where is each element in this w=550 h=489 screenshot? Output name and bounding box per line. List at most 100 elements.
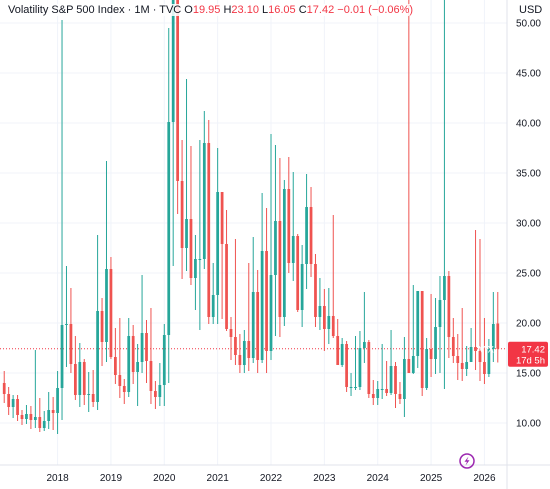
candle bbox=[65, 266, 68, 367]
candle-body bbox=[491, 324, 495, 349]
candle-body bbox=[349, 387, 353, 388]
grid-lines bbox=[0, 0, 507, 465]
candle-body bbox=[211, 295, 215, 317]
candle bbox=[411, 285, 415, 374]
candle bbox=[363, 292, 366, 363]
candle-body bbox=[340, 344, 344, 365]
time-axis[interactable]: 2018 2019 2020 2021 2022 2023 2024 2025 2026 bbox=[46, 473, 496, 484]
price-tick-label: 15.00 bbox=[516, 369, 541, 380]
candle bbox=[318, 278, 322, 330]
candle-body bbox=[456, 356, 460, 363]
candle-body bbox=[403, 359, 406, 399]
candle bbox=[394, 362, 397, 408]
symbol-title[interactable]: Volatility S&P 500 Index · 1M · TVC bbox=[8, 4, 182, 16]
candle-body bbox=[154, 391, 157, 397]
candle-body bbox=[176, 0, 180, 181]
candle-body bbox=[265, 251, 268, 351]
candle bbox=[309, 187, 313, 277]
candle-body bbox=[127, 336, 131, 392]
candle-body bbox=[287, 189, 291, 263]
candle-body bbox=[478, 351, 482, 362]
candle bbox=[33, 350, 37, 428]
time-tick-label: 2022 bbox=[260, 473, 283, 484]
candle bbox=[167, 28, 171, 383]
candle bbox=[474, 230, 477, 370]
candle bbox=[216, 148, 220, 324]
candle-body bbox=[20, 415, 24, 419]
time-tick-label: 2019 bbox=[100, 473, 123, 484]
candle-body bbox=[416, 291, 420, 356]
candle bbox=[269, 134, 273, 360]
candle-body bbox=[291, 236, 295, 263]
candle-body bbox=[278, 221, 282, 317]
candle bbox=[82, 359, 86, 405]
candle bbox=[478, 239, 482, 381]
candle-body bbox=[425, 349, 429, 388]
candle-body bbox=[220, 192, 224, 244]
candle bbox=[291, 172, 295, 281]
candle bbox=[438, 276, 442, 373]
candle bbox=[305, 174, 308, 289]
candle-body bbox=[282, 189, 286, 317]
candle bbox=[171, 0, 175, 266]
candle-body bbox=[105, 269, 108, 342]
lightning-bolt-icon[interactable] bbox=[459, 453, 475, 469]
time-tick-label: 2021 bbox=[207, 473, 230, 484]
time-tick-label: 2026 bbox=[473, 473, 496, 484]
candle-body bbox=[438, 300, 442, 327]
candle bbox=[398, 382, 402, 404]
close-value: 17.42 bbox=[306, 4, 335, 16]
currency-label[interactable]: USD bbox=[519, 4, 543, 16]
candle bbox=[407, 0, 411, 373]
price-tick-label: 40.00 bbox=[516, 119, 541, 130]
candle bbox=[367, 340, 371, 398]
price-tick-label: 20.00 bbox=[516, 319, 541, 330]
candle-body bbox=[96, 311, 99, 402]
candle bbox=[242, 330, 246, 373]
candle bbox=[207, 120, 211, 324]
candle-body bbox=[38, 417, 42, 428]
candle-body bbox=[25, 414, 28, 419]
last-price-tag: VIX 17.42 17d 5h bbox=[479, 341, 548, 367]
candle bbox=[60, 20, 64, 420]
candle bbox=[189, 146, 193, 285]
candle bbox=[51, 397, 55, 430]
candle-body bbox=[136, 362, 139, 372]
candle-body bbox=[371, 394, 375, 398]
candle-body bbox=[216, 192, 220, 295]
candle bbox=[331, 215, 335, 338]
candle bbox=[345, 341, 348, 392]
candle-body bbox=[354, 387, 357, 388]
candle-body bbox=[305, 207, 308, 264]
change-value: −0.01 (−0.06%) bbox=[337, 4, 414, 16]
candle bbox=[162, 324, 166, 406]
candle bbox=[73, 336, 77, 400]
candle bbox=[220, 192, 224, 319]
candle-body bbox=[394, 366, 397, 394]
price-tick-label: 25.00 bbox=[516, 269, 541, 280]
candle bbox=[96, 235, 99, 410]
candle-body bbox=[16, 399, 19, 415]
candle bbox=[100, 298, 104, 366]
last-price-countdown: 17d 5h bbox=[516, 355, 545, 366]
candle bbox=[260, 193, 264, 363]
candle-body bbox=[469, 347, 473, 362]
time-tick-label: 2023 bbox=[313, 473, 336, 484]
candle-body bbox=[389, 366, 393, 393]
candle bbox=[322, 289, 326, 351]
candle bbox=[451, 318, 455, 363]
candle-body bbox=[322, 306, 326, 329]
candle-body bbox=[167, 122, 171, 335]
candle-body bbox=[47, 410, 51, 421]
price-axis[interactable]: 10.00 15.00 20.00 25.00 30.00 35.00 40.00 45.00… bbox=[516, 19, 541, 430]
candle-body bbox=[109, 269, 113, 357]
candle bbox=[122, 379, 126, 404]
candle bbox=[434, 298, 437, 374]
candle bbox=[7, 387, 11, 415]
candle bbox=[185, 79, 188, 271]
candle-body bbox=[474, 347, 477, 351]
candle-body bbox=[171, 0, 175, 122]
candle-body bbox=[483, 362, 486, 374]
candle bbox=[211, 263, 215, 324]
